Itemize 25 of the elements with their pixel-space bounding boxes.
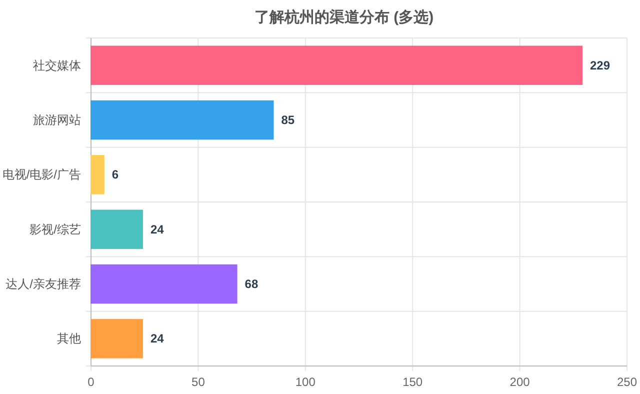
chart-title: 了解杭州的渠道分布 (多选)	[254, 8, 434, 26]
data-label: 24	[150, 332, 164, 346]
bar	[90, 264, 238, 304]
y-tick-label: 影视/综艺	[30, 222, 81, 236]
y-tick-label: 电视/电影/广告	[2, 168, 81, 182]
x-tick-label: 50	[192, 375, 206, 389]
x-tick-label: 200	[510, 375, 530, 389]
bar	[90, 46, 582, 85]
data-label: 6	[112, 168, 119, 182]
data-label: 85	[281, 113, 295, 127]
x-tick-label: 0	[88, 375, 95, 389]
bar	[90, 100, 274, 140]
y-tick-label: 旅游网站	[33, 113, 81, 127]
bar	[90, 210, 143, 249]
data-label: 229	[590, 58, 610, 72]
bar	[90, 319, 143, 358]
bar	[90, 155, 104, 194]
data-label: 24	[150, 222, 164, 236]
x-tick-label: 150	[402, 375, 423, 389]
y-tick-label: 其他	[57, 332, 81, 346]
y-tick-label: 达人/亲友推荐	[6, 277, 81, 291]
x-tick-label: 250	[616, 375, 638, 389]
y-tick-label: 社交媒体	[33, 58, 81, 72]
data-label: 68	[244, 277, 258, 291]
x-tick-label: 100	[295, 375, 316, 389]
